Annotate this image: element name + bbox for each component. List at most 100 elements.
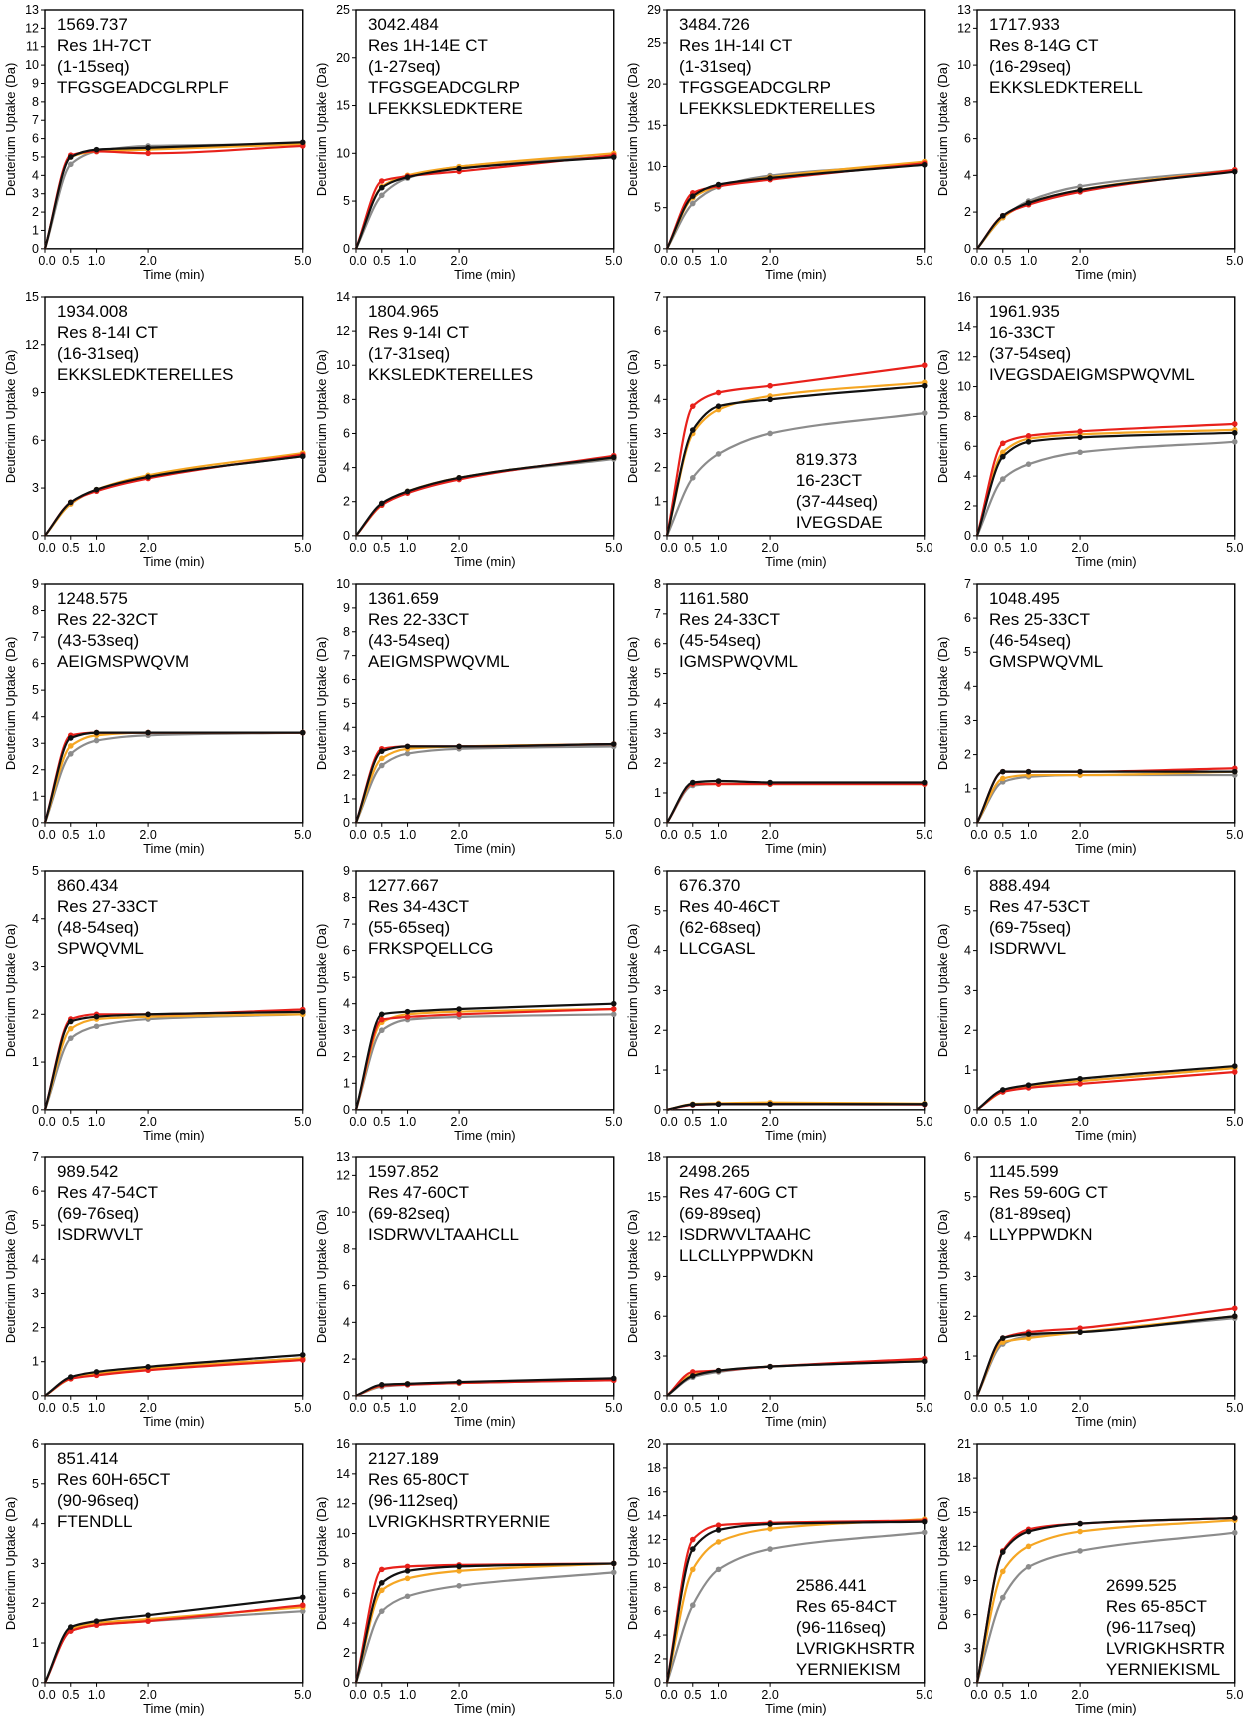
y-axis-label: Deuterium Uptake (Da): [314, 923, 329, 1057]
y-tick-label: 3: [32, 187, 39, 201]
series-line-gray: [354, 1571, 614, 1684]
data-point-black: [1026, 1081, 1032, 1088]
data-point-gray: [715, 1566, 721, 1573]
data-point-black: [766, 1364, 773, 1370]
peptide-info-line: Res 1H-7CT: [57, 36, 151, 55]
x-tick-label: 1.0: [88, 254, 105, 268]
y-tick-label: 0: [964, 1676, 971, 1690]
data-point-red: [689, 1536, 696, 1543]
y-tick-label: 15: [647, 118, 661, 132]
x-tick-label: 0.0: [660, 541, 677, 555]
x-tick-label: 2.0: [761, 254, 778, 268]
y-tick-label: 2: [964, 1023, 971, 1037]
data-point-orange: [378, 755, 385, 761]
x-tick-label: 0.0: [971, 1688, 988, 1702]
y-tick-label: 18: [647, 1461, 661, 1475]
data-point-orange: [67, 1025, 74, 1031]
uptake-chart: 0 1 2 3 4 5 6 0.0 0.5 1.0 2.0 5.0 Time (min) Deuteriu…: [625, 863, 933, 1142]
x-tick-label: 5.0: [605, 1401, 622, 1415]
y-tick-label: 6: [32, 1437, 39, 1451]
x-tick-label: 2.0: [450, 254, 467, 268]
data-point-black: [456, 165, 462, 172]
peptide-info-line: EKKSLEDKTERELLES: [57, 365, 234, 384]
y-axis-label: Deuterium Uptake (Da): [3, 63, 18, 197]
data-point-gray: [378, 762, 385, 768]
data-point-gray: [766, 430, 773, 437]
y-tick-label: 6: [343, 1279, 350, 1293]
peptide-info-line: LLCLLYPPWDKN: [679, 1246, 814, 1265]
data-point-black: [766, 175, 773, 181]
plot-frame: [665, 9, 925, 250]
x-tick-label: 0.5: [994, 827, 1011, 841]
y-tick-label: 18: [647, 1150, 661, 1164]
x-tick-label: 2.0: [139, 254, 156, 268]
plot-frame: [665, 1156, 925, 1397]
y-tick-label: 4: [32, 709, 39, 723]
uptake-chart: 0 2 4 6 8 10 12 14 16 18 20 0.0 0.5 1.0 2.0 5.0 Time (mi…: [625, 1437, 933, 1716]
data-point-black: [766, 779, 773, 785]
x-tick-label: 1.0: [709, 1688, 726, 1702]
peptide-info-line: 2498.265: [679, 1162, 750, 1181]
data-point-gray: [689, 1602, 696, 1609]
series-line-black: [44, 454, 303, 537]
x-tick-label: 0.0: [660, 1401, 677, 1415]
data-point-black: [715, 1368, 721, 1374]
y-tick-label: 3: [32, 736, 39, 750]
y-tick-label: 6: [654, 1604, 661, 1618]
y-axis-label: Deuterium Uptake (Da): [314, 63, 329, 197]
data-point-orange: [1000, 1568, 1006, 1575]
y-tick-label: 21: [957, 1437, 971, 1451]
y-tick-label: 14: [957, 320, 971, 334]
data-point-gray: [715, 450, 721, 457]
x-tick-label: 0.5: [62, 254, 79, 268]
y-tick-label: 8: [32, 603, 39, 617]
plot-frame: [355, 9, 615, 250]
y-tick-label: 6: [343, 672, 350, 686]
peptide-info-line: (16-29seq): [989, 57, 1071, 76]
y-axis-label: Deuterium Uptake (Da): [935, 63, 950, 197]
x-tick-label: 5.0: [294, 254, 311, 268]
y-tick-label: 0: [964, 1389, 971, 1403]
series-line-black: [44, 1596, 303, 1684]
x-tick-label: 2.0: [1072, 254, 1089, 268]
y-tick-label: 7: [654, 607, 661, 621]
y-axis-label: Deuterium Uptake (Da): [3, 349, 18, 483]
data-point-red: [1232, 1068, 1238, 1075]
x-tick-label: 2.0: [450, 1114, 467, 1128]
peptide-info-line: 1934.008: [57, 302, 128, 321]
data-point-black: [67, 734, 74, 741]
data-point-gray: [610, 1569, 617, 1576]
y-tick-label: 6: [964, 132, 971, 146]
plot-frame: [976, 1156, 1236, 1397]
peptide-info-line: 3042.484: [368, 15, 439, 34]
peptide-info-line: LLYPPWDKN: [989, 1225, 1093, 1244]
y-tick-label: 18: [957, 1471, 971, 1485]
x-tick-label: 0.5: [684, 827, 701, 841]
y-tick-label: 5: [32, 1219, 39, 1233]
x-tick-label: 5.0: [294, 1114, 311, 1128]
x-tick-label: 2.0: [450, 1688, 467, 1702]
data-point-red: [378, 178, 385, 184]
x-tick-label: 1.0: [1020, 254, 1037, 268]
peptide-info-line: TFGSGEADCGLRPLF: [57, 78, 229, 97]
y-tick-label: 15: [647, 1190, 661, 1204]
x-tick-label: 0.5: [62, 1114, 79, 1128]
data-point-black: [93, 1369, 100, 1376]
y-tick-label: 10: [957, 379, 971, 393]
plot-frame: [665, 869, 925, 1111]
data-point-black: [145, 144, 151, 151]
x-tick-label: 2.0: [761, 1688, 778, 1702]
peptide-info-line: 1961.935: [989, 302, 1060, 321]
series-line-black: [665, 779, 925, 824]
y-tick-label: 25: [647, 36, 661, 50]
y-tick-label: 8: [343, 624, 350, 638]
x-tick-label: 5.0: [605, 1688, 622, 1702]
plot-frame: [44, 1443, 304, 1684]
y-axis-label: Deuterium Uptake (Da): [935, 349, 950, 483]
plot-frame: [976, 296, 1236, 537]
y-tick-label: 4: [964, 1230, 971, 1244]
peptide-info-line: Res 24-33CT: [679, 610, 780, 629]
y-tick-label: 6: [964, 1150, 971, 1164]
y-tick-label: 8: [343, 392, 350, 406]
